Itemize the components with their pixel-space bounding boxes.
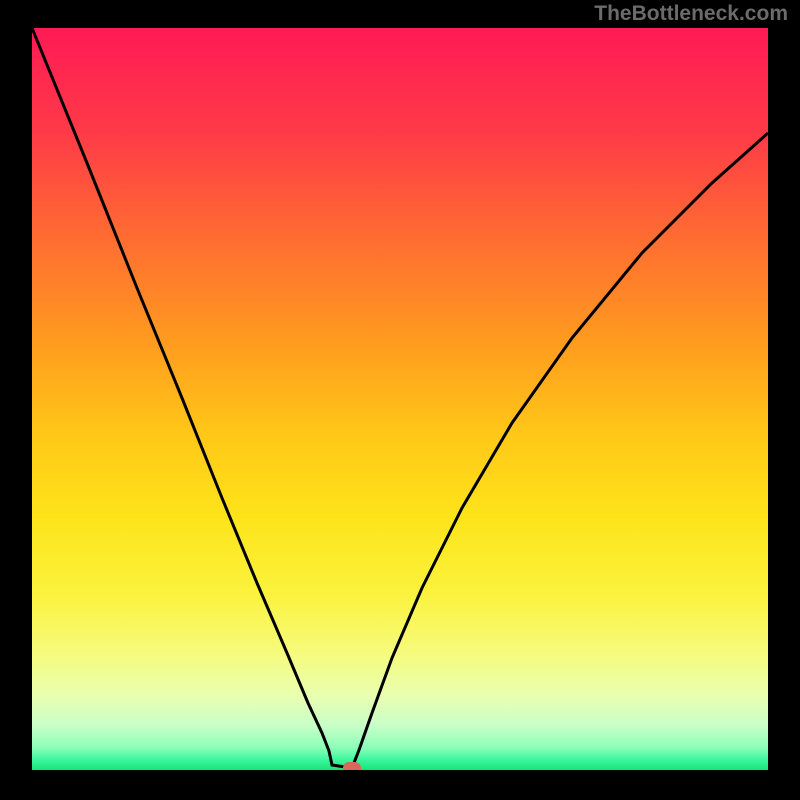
optimal-point-marker [343,762,361,770]
chart-container: TheBottleneck.com [0,0,800,800]
curve-left [32,28,352,768]
bottleneck-curve [32,28,768,770]
curve-right [352,133,768,768]
plot-area [32,28,768,770]
watermark-text: TheBottleneck.com [594,2,788,26]
